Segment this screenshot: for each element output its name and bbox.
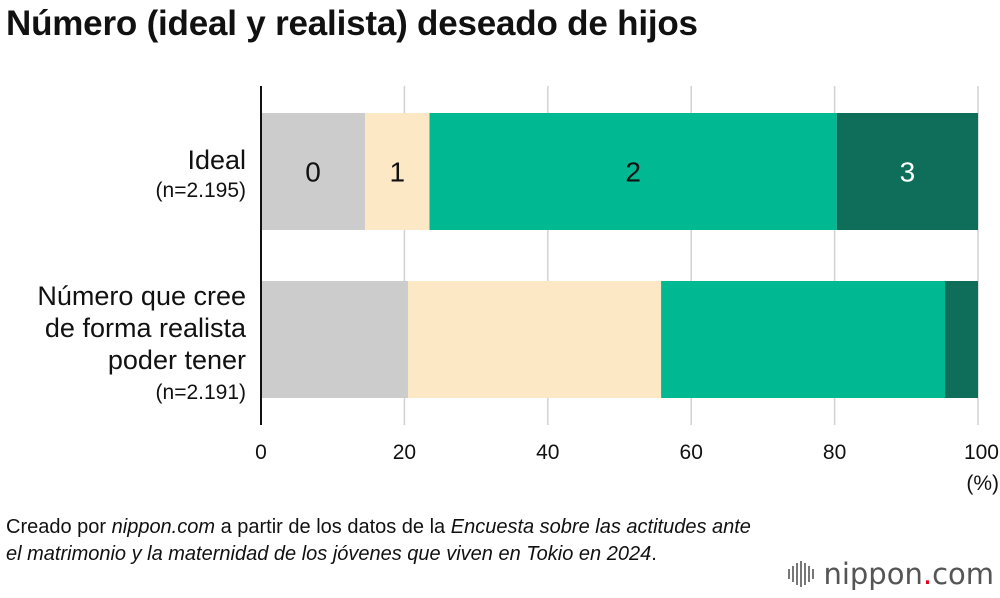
x-tick-label: 100 [964,441,999,464]
x-tick-label: 80 [823,441,846,464]
bar-segment [429,113,837,230]
sample-size-label: (n=2.195) [156,179,246,202]
bar-segment [261,281,408,398]
source-site: nippon.com [111,516,216,538]
x-tick-label: 40 [536,441,559,464]
logo-dot: . [922,557,933,591]
segment-label: 2 [625,157,641,188]
logo-name: nippon [823,557,923,591]
source-survey-title: Encuesta sobre las actitudes ante el mat… [6,516,751,565]
segment-label: 0 [305,157,321,188]
logo-bars-icon [788,561,815,587]
category-label: Número que cree [37,281,246,311]
x-unit-label: (%) [966,472,999,495]
category-label: Ideal [187,145,246,175]
chart-title: Número (ideal y realista) deseado de hij… [6,4,698,43]
bar-segment [945,281,978,398]
bar-segment [364,113,430,230]
category-label: de forma realista [45,313,247,343]
x-tick-label: 0 [255,441,267,464]
nippon-logo: nippon. com [788,557,994,591]
source-text-2: a partir de los datos de la [215,516,451,538]
logo-tld: com [932,557,994,591]
source-text-1: Creado por [6,516,112,538]
bar-segment [661,281,946,398]
sample-size-label: (n=2.191) [156,381,246,404]
bar-segment [407,281,662,398]
source-text-3: . [651,543,657,565]
bar-segment [261,113,365,230]
x-tick-label: 60 [680,441,703,464]
source-note: Creado por nippon.com a partir de los da… [6,514,766,568]
segment-label: 3 [900,157,916,188]
category-label: poder tener [108,345,246,375]
x-tick-label: 20 [393,441,416,464]
bar-segment [836,113,978,230]
segment-label: 1 [389,157,405,188]
